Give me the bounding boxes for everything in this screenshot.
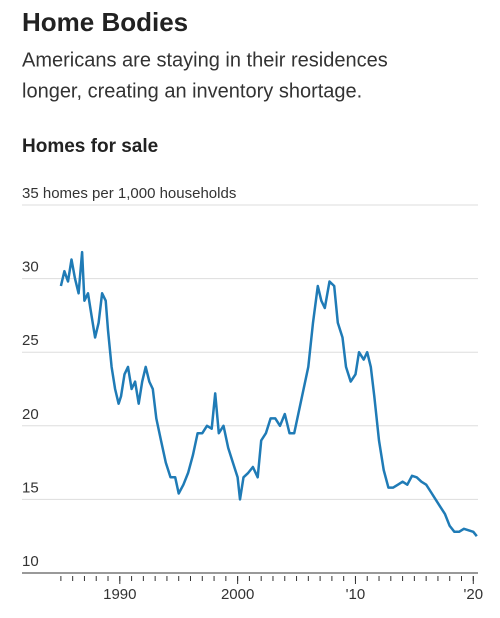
title: Home Bodies	[22, 7, 188, 37]
y-tick-label: 25	[22, 332, 39, 349]
y-tick-label: 30	[22, 259, 39, 276]
x-tick-label: 1990	[103, 586, 136, 603]
y-tick-label: 15	[22, 479, 39, 496]
x-tick-label: 2000	[221, 586, 254, 603]
y-tick-label: 35 homes per 1,000 households	[22, 185, 236, 202]
x-tick-label: '10	[346, 586, 366, 603]
subtitle: longer, creating an inventory shortage.	[22, 80, 362, 102]
x-tick-label: '20	[464, 586, 484, 603]
chart-title: Homes for sale	[22, 136, 158, 157]
y-tick-label: 10	[22, 553, 39, 570]
line	[59, 250, 478, 537]
y-tick-label: 20	[22, 406, 39, 423]
subtitle: Americans are staying in their residence…	[22, 49, 388, 71]
